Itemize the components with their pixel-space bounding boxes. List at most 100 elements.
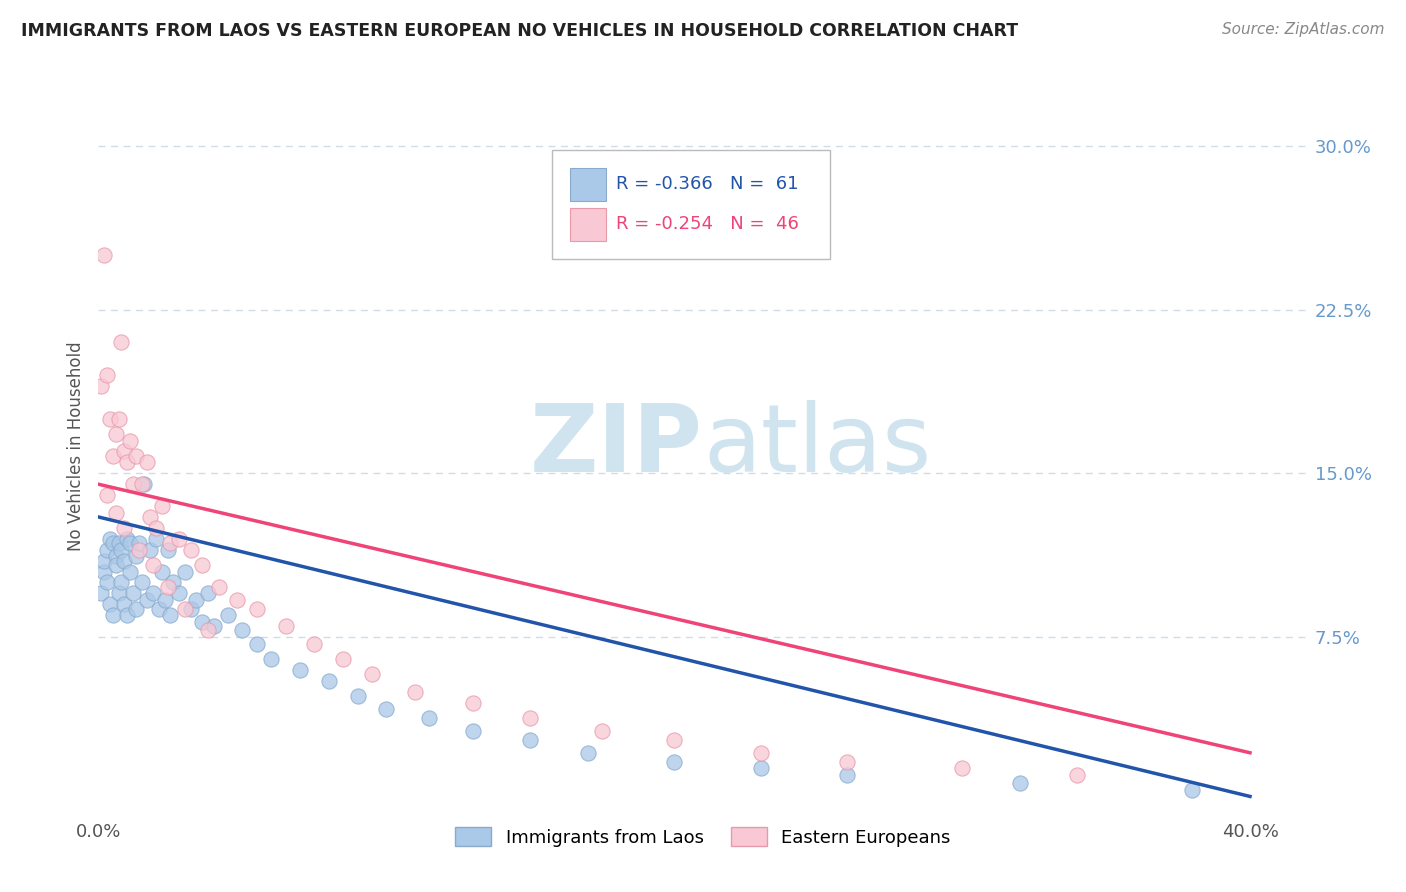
Point	[96, 368, 118, 382]
Text: ZIP: ZIP	[530, 400, 703, 492]
Text: Source: ZipAtlas.com: Source: ZipAtlas.com	[1222, 22, 1385, 37]
Point	[139, 510, 162, 524]
Point	[93, 248, 115, 262]
FancyBboxPatch shape	[551, 150, 830, 260]
Point	[120, 434, 142, 448]
Point	[125, 449, 148, 463]
Point	[110, 335, 132, 350]
Point	[346, 689, 368, 703]
Point	[461, 696, 484, 710]
Point	[361, 667, 384, 681]
Point	[225, 593, 247, 607]
Point	[136, 455, 159, 469]
Text: R = -0.254   N =  46: R = -0.254 N = 46	[616, 215, 799, 234]
Point	[115, 455, 138, 469]
Point	[246, 637, 269, 651]
Point	[197, 586, 219, 600]
Point	[150, 499, 173, 513]
Point	[112, 444, 135, 458]
Point	[153, 593, 176, 607]
Point	[120, 536, 142, 550]
Point	[404, 684, 426, 698]
Point	[288, 663, 311, 677]
Point	[591, 723, 613, 738]
Point	[150, 565, 173, 579]
Point	[145, 521, 167, 535]
Point	[112, 554, 135, 568]
Point	[122, 586, 145, 600]
Point	[274, 619, 297, 633]
Point	[156, 580, 179, 594]
Point	[950, 761, 973, 775]
Point	[115, 608, 138, 623]
Point	[749, 746, 772, 760]
Point	[142, 558, 165, 572]
Point	[125, 549, 148, 564]
Point	[519, 711, 541, 725]
Point	[208, 580, 231, 594]
Point	[418, 711, 440, 725]
Point	[375, 702, 398, 716]
Point	[167, 532, 190, 546]
Point	[93, 565, 115, 579]
Point	[159, 608, 181, 623]
Point	[110, 575, 132, 590]
Point	[93, 554, 115, 568]
Point	[136, 593, 159, 607]
Point	[186, 593, 208, 607]
Point	[461, 723, 484, 738]
Point	[112, 521, 135, 535]
Point	[835, 767, 858, 781]
Point	[128, 542, 150, 557]
Point	[1066, 767, 1088, 781]
Point	[142, 586, 165, 600]
Point	[162, 575, 184, 590]
Point	[120, 565, 142, 579]
Point	[173, 565, 195, 579]
Point	[128, 536, 150, 550]
Point	[115, 532, 138, 546]
Point	[332, 652, 354, 666]
Point	[576, 746, 599, 760]
Text: atlas: atlas	[703, 400, 931, 492]
Point	[107, 586, 129, 600]
Legend: Immigrants from Laos, Eastern Europeans: Immigrants from Laos, Eastern Europeans	[449, 820, 957, 854]
Point	[104, 549, 127, 564]
Point	[101, 449, 124, 463]
Point	[197, 624, 219, 638]
Point	[134, 477, 156, 491]
Point	[1181, 783, 1204, 797]
Point	[131, 477, 153, 491]
Point	[156, 542, 179, 557]
Point	[217, 608, 239, 623]
Point	[96, 542, 118, 557]
Y-axis label: No Vehicles in Household: No Vehicles in Household	[66, 341, 84, 551]
Point	[101, 608, 124, 623]
Point	[664, 755, 686, 769]
Point	[96, 488, 118, 502]
Point	[180, 601, 202, 615]
Point	[180, 542, 202, 557]
Point	[112, 597, 135, 611]
Point	[173, 601, 195, 615]
Point	[231, 624, 253, 638]
Point	[110, 542, 132, 557]
Point	[98, 532, 121, 546]
Point	[131, 575, 153, 590]
Point	[90, 586, 112, 600]
Point	[1008, 776, 1031, 790]
Point	[318, 673, 340, 688]
Point	[148, 601, 170, 615]
Point	[159, 536, 181, 550]
FancyBboxPatch shape	[569, 208, 606, 241]
Point	[125, 601, 148, 615]
Point	[202, 619, 225, 633]
Point	[519, 732, 541, 747]
Text: IMMIGRANTS FROM LAOS VS EASTERN EUROPEAN NO VEHICLES IN HOUSEHOLD CORRELATION CH: IMMIGRANTS FROM LAOS VS EASTERN EUROPEAN…	[21, 22, 1018, 40]
Point	[167, 586, 190, 600]
Point	[145, 532, 167, 546]
Point	[104, 558, 127, 572]
Point	[246, 601, 269, 615]
Point	[96, 575, 118, 590]
FancyBboxPatch shape	[569, 168, 606, 201]
